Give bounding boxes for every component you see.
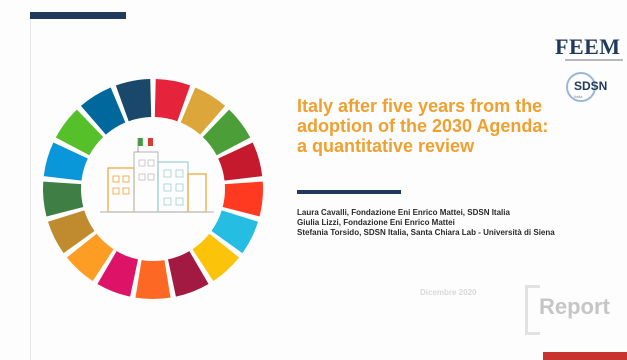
authors-block: Laura Cavalli, Fondazione Eni Enrico Mat…: [297, 208, 587, 238]
sdg-wheel-svg: [42, 79, 263, 299]
left-guide-line: [30, 19, 31, 360]
report-label-text: Report: [539, 294, 610, 319]
sdg-wheel-segment: [154, 79, 191, 122]
report-label: Report: [525, 285, 627, 335]
report-bracket-shape: [525, 285, 540, 335]
bottom-accent-bar: [543, 352, 627, 360]
sdg-wheel-segment: [42, 181, 84, 217]
city-illustration: [100, 137, 214, 213]
publication-date: Dicembre 2020: [420, 288, 477, 297]
author-line: Laura Cavalli, Fondazione Eni Enrico Mat…: [297, 208, 510, 217]
report-title: Italy after five years from the adoption…: [297, 96, 549, 156]
title-underline: [297, 190, 401, 194]
sdg-wheel-segment: [115, 79, 152, 122]
sdg-wheel-segment: [97, 251, 139, 297]
sdg-wheel-segment: [202, 109, 251, 156]
sdsn-logo-subtext: Italia: [574, 94, 583, 99]
sdg-wheel-segment: [135, 260, 171, 299]
sdg-wheel-segment: [66, 233, 114, 282]
sdg-wheel-segment: [222, 181, 263, 217]
feem-logo: FEEM: [555, 34, 627, 66]
sdg-wheel-segment: [43, 142, 88, 181]
sdg-wheel-segment: [167, 251, 209, 297]
sdg-wheel-segment: [80, 87, 126, 135]
feem-logo-rule: [565, 59, 623, 61]
sdg-wheel-illustration: [38, 76, 268, 302]
sdg-wheel-segment: [218, 142, 263, 181]
sdsn-logo: SDSN Italia: [566, 70, 627, 104]
sdsn-logo-text: SDSN: [574, 79, 608, 93]
sdg-wheel-segment: [55, 109, 104, 156]
feem-logo-text: FEEM: [555, 34, 621, 59]
top-accent-bar: [30, 12, 126, 19]
author-line: Giulia Lizzi, Fondazione Eni Enrico Matt…: [297, 218, 455, 227]
sdg-wheel-segment: [211, 210, 259, 254]
sdg-wheel-segment: [180, 87, 226, 135]
author-line: Stefania Torsido, SDSN Italia, Santa Chi…: [297, 228, 555, 237]
sdg-wheel-segment: [192, 233, 240, 282]
sdg-wheel-segment: [47, 210, 95, 254]
sdsn-ring-icon: [566, 72, 596, 102]
